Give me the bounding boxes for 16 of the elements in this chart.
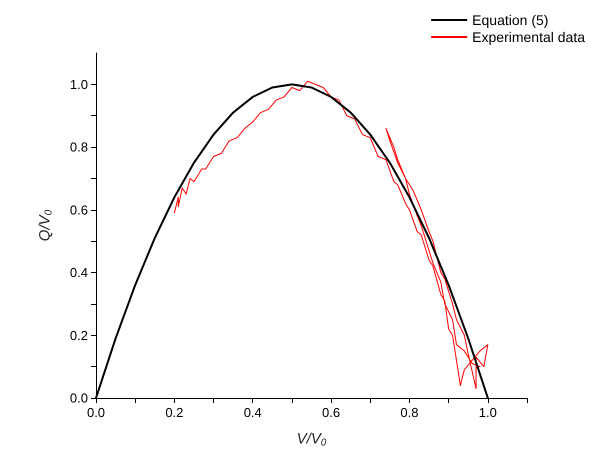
x-tick-label: 0.4 (244, 405, 262, 420)
x-tick-label: 0.8 (400, 405, 418, 420)
x-tick-label: 0.6 (322, 405, 340, 420)
y-tick-label: 0.2 (70, 328, 88, 343)
legend-label: Experimental data (472, 29, 586, 45)
y-tick-label: 0.8 (70, 140, 88, 155)
y-tick-label: 1.0 (70, 76, 88, 92)
legend-label: Equation (5) (472, 12, 548, 28)
y-axis-title: Q/V0 (36, 209, 54, 242)
x-tick-label: 1.0 (478, 405, 497, 420)
line-series (174, 80, 488, 390)
y-tick-label: 0.4 (70, 265, 88, 280)
y-tick-label: 0.6 (70, 202, 88, 218)
y-tick-label: 0.0 (70, 390, 88, 406)
x-tick-label: 0.0 (86, 405, 106, 420)
x-tick-label: 0.2 (165, 405, 184, 420)
